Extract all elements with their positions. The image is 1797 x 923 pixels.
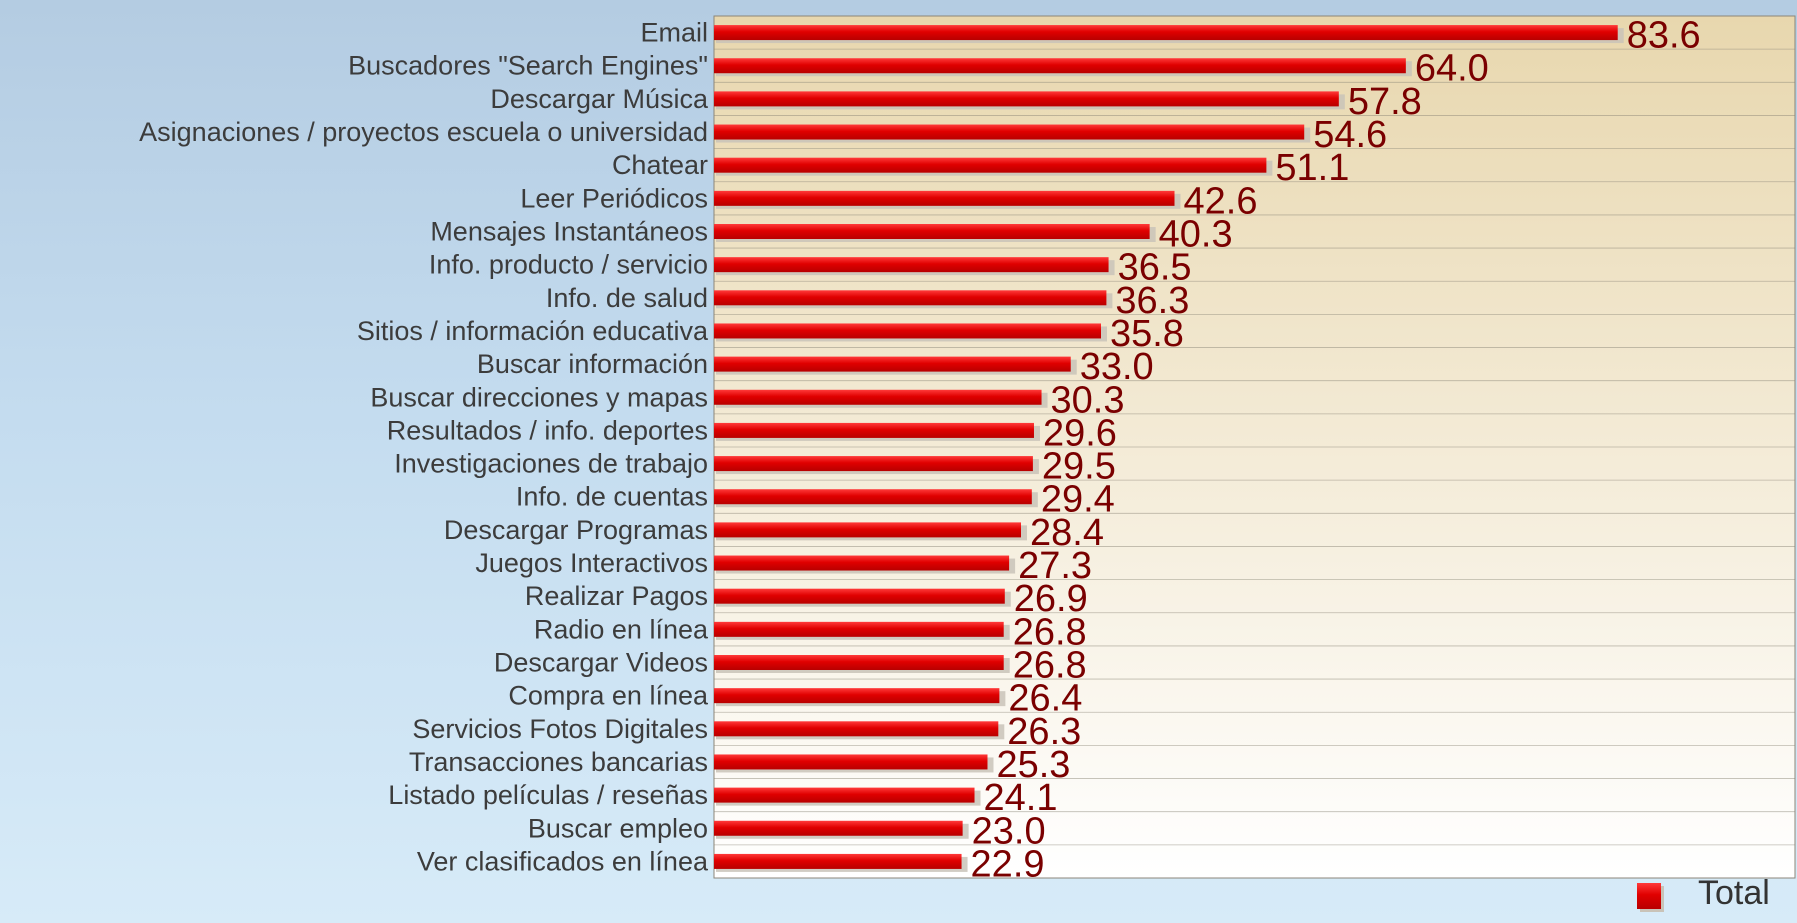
bar xyxy=(714,854,962,869)
value-label: 64.0 xyxy=(1415,48,1489,90)
category-label: Buscar direcciones y mapas xyxy=(370,382,708,412)
category-label: Mensajes Instantáneos xyxy=(430,217,708,247)
category-label: Juegos Interactivos xyxy=(475,548,708,578)
category-label: Radio en línea xyxy=(534,614,709,644)
category-label: Buscadores "Search Engines" xyxy=(348,51,708,81)
bar xyxy=(714,589,1005,604)
category-label: Transacciones bancarias xyxy=(409,747,708,777)
bar xyxy=(714,25,1618,40)
bar xyxy=(714,655,1004,670)
value-label: 83.6 xyxy=(1627,15,1701,57)
bar xyxy=(714,257,1109,272)
bar xyxy=(714,556,1009,571)
category-label: Descargar Videos xyxy=(494,648,708,678)
category-label: Compra en línea xyxy=(508,681,709,711)
category-label: Investigaciones de trabajo xyxy=(394,449,708,479)
bar xyxy=(714,754,987,769)
category-label: Chatear xyxy=(612,150,708,180)
bar xyxy=(714,788,975,803)
category-label: Descargar Programas xyxy=(444,515,708,545)
category-label: Leer Periódicos xyxy=(520,183,708,213)
bar xyxy=(714,323,1101,338)
category-label: Email xyxy=(640,18,708,48)
legend-swatch xyxy=(1637,883,1661,909)
legend-label: Total xyxy=(1698,874,1770,912)
bar xyxy=(714,357,1071,372)
category-label: Asignaciones / proyectos escuela o unive… xyxy=(139,117,708,147)
bar xyxy=(714,721,998,736)
bar xyxy=(714,290,1106,305)
bar xyxy=(714,224,1150,239)
bar xyxy=(714,158,1266,173)
category-label: Info. producto / servicio xyxy=(429,250,708,280)
bar xyxy=(714,390,1042,405)
category-label: Sitios / información educativa xyxy=(357,316,709,346)
bar xyxy=(714,522,1021,537)
category-label: Servicios Fotos Digitales xyxy=(412,714,708,744)
value-label: 22.9 xyxy=(971,843,1045,885)
category-label: Listado películas / reseñas xyxy=(388,780,708,810)
category-label: Descargar Música xyxy=(490,84,709,114)
bar xyxy=(714,191,1175,206)
bar xyxy=(714,622,1004,637)
bar xyxy=(714,688,999,703)
bar xyxy=(714,125,1304,140)
category-label: Buscar empleo xyxy=(528,813,708,843)
bar xyxy=(714,423,1034,438)
bar xyxy=(714,456,1033,471)
category-label: Info. de salud xyxy=(546,283,708,313)
bar xyxy=(714,489,1032,504)
category-label: Buscar información xyxy=(477,349,708,379)
bar xyxy=(714,821,963,836)
legend: Total xyxy=(1637,874,1770,912)
category-label: Ver clasificados en línea xyxy=(417,846,709,876)
category-label: Realizar Pagos xyxy=(525,581,708,611)
bar xyxy=(714,91,1339,106)
value-label: 51.1 xyxy=(1275,147,1349,189)
bar xyxy=(714,58,1406,73)
category-label: Resultados / info. deportes xyxy=(387,415,708,445)
category-label: Info. de cuentas xyxy=(516,482,708,512)
